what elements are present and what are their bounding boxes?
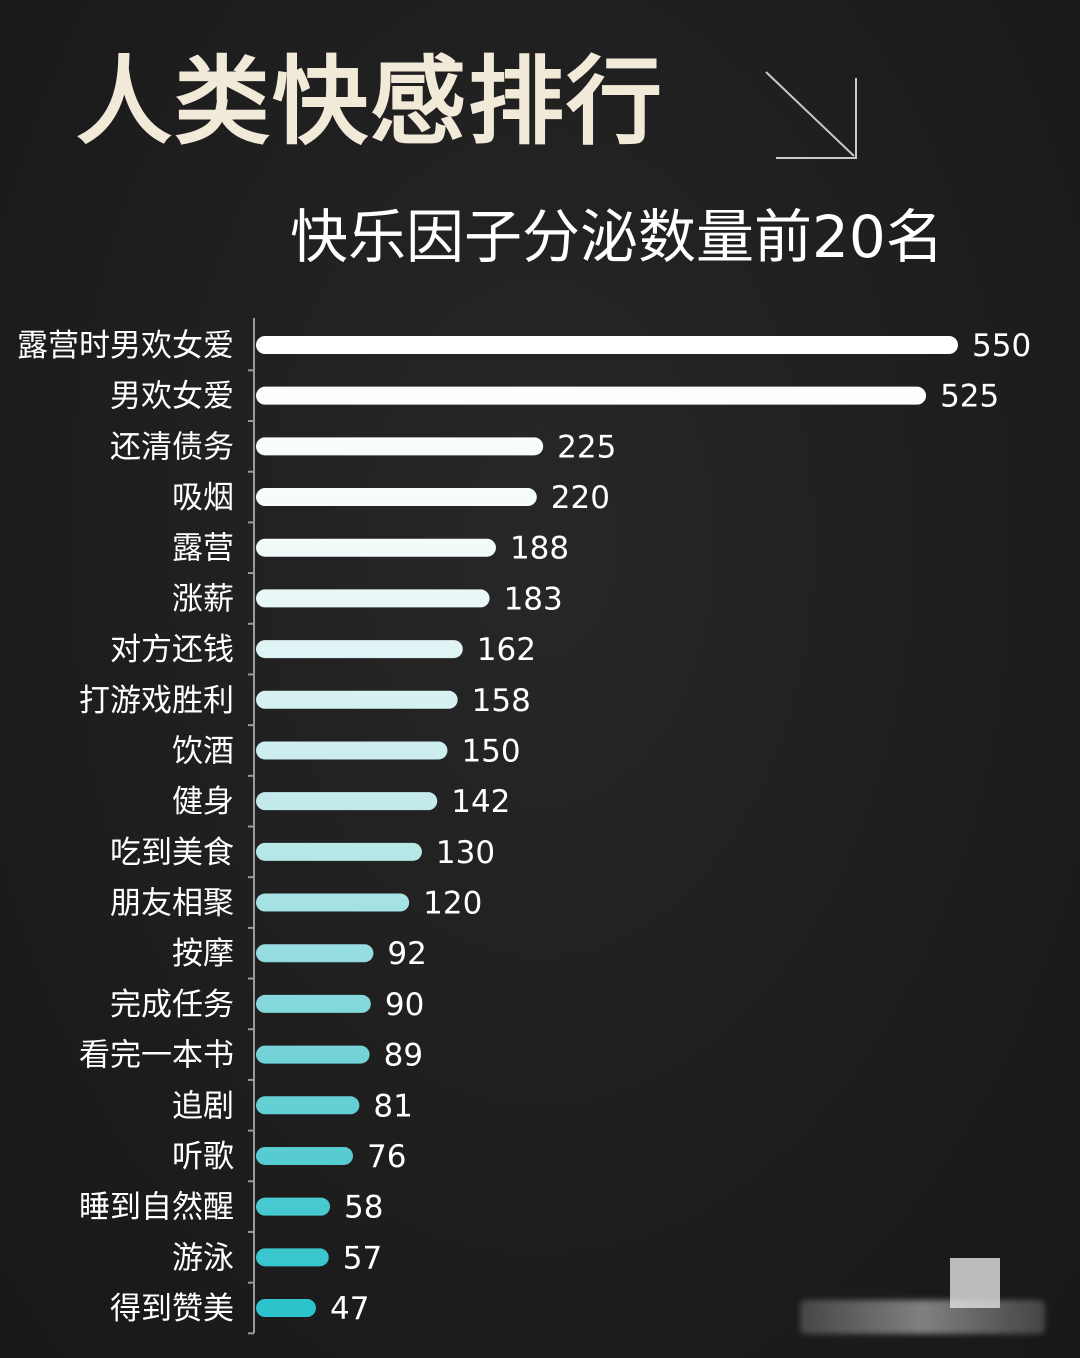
- arrow-down-right-icon: [765, 71, 857, 159]
- value-label: 81: [373, 1088, 412, 1124]
- category-label: 健身: [172, 784, 234, 820]
- bar: [256, 589, 490, 608]
- bar: [256, 944, 374, 963]
- value-label: 525: [940, 379, 999, 415]
- value-label: 76: [367, 1139, 406, 1175]
- value-label: 150: [461, 733, 520, 769]
- bar: [256, 842, 422, 861]
- bar: [256, 1197, 331, 1216]
- bar: [256, 1299, 316, 1317]
- bar: [256, 1045, 370, 1064]
- value-label: 142: [451, 784, 510, 820]
- watermark-blur: [800, 1300, 1045, 1334]
- category-label: 吸烟: [172, 480, 234, 516]
- category-label: 吃到美食: [110, 835, 234, 871]
- bar: [256, 741, 448, 760]
- category-label: 还清债务: [110, 429, 234, 465]
- category-label: 按摩: [172, 936, 234, 972]
- value-label: 188: [510, 531, 569, 567]
- bar: [256, 488, 537, 507]
- value-label: 220: [551, 480, 610, 516]
- value-label: 92: [387, 936, 426, 972]
- category-label: 男欢女爱: [110, 379, 234, 415]
- category-label: 露营: [172, 531, 234, 567]
- value-label: 550: [972, 328, 1031, 364]
- category-label: 饮酒: [172, 733, 234, 769]
- value-label: 90: [385, 987, 424, 1023]
- category-label: 对方还钱: [110, 632, 234, 668]
- value-label: 89: [384, 1038, 423, 1074]
- bar: [256, 386, 927, 405]
- page-subtitle: 快乐因子分泌数量前20名: [290, 203, 944, 271]
- value-label: 225: [557, 429, 616, 465]
- value-label: 130: [436, 835, 495, 871]
- category-label: 朋友相聚: [110, 886, 234, 922]
- category-label: 听歌: [172, 1139, 234, 1175]
- bar: [256, 690, 458, 709]
- category-label: 游泳: [172, 1240, 234, 1276]
- value-label: 120: [423, 886, 482, 922]
- category-label: 完成任务: [110, 987, 234, 1023]
- category-label: 涨薪: [172, 581, 234, 617]
- category-label: 追剧: [172, 1088, 234, 1124]
- bar: [256, 336, 958, 354]
- bar: [256, 640, 463, 659]
- bar: [256, 1248, 329, 1267]
- bar: [256, 538, 496, 557]
- category-label: 得到赞美: [110, 1291, 234, 1327]
- bar: [256, 893, 410, 912]
- watermark-square: [950, 1258, 1000, 1308]
- category-label: 看完一本书: [79, 1038, 234, 1074]
- value-label: 183: [504, 581, 563, 617]
- category-label: 露营时男欢女爱: [17, 328, 234, 364]
- bar: [256, 1146, 354, 1165]
- bar: [256, 437, 544, 456]
- value-label: 47: [330, 1291, 369, 1327]
- bar-chart: 露营时男欢女爱 550 男欢女爱 525 还清债务 225 吸烟 220 露营 188 涨薪 183 对…: [17, 318, 1031, 1335]
- page-title: 人类快感排行: [76, 46, 664, 158]
- value-label: 158: [472, 683, 531, 719]
- bar: [256, 1096, 360, 1115]
- value-label: 58: [344, 1190, 383, 1226]
- bar: [256, 994, 371, 1013]
- value-label: 162: [477, 632, 536, 668]
- category-label: 打游戏胜利: [79, 683, 234, 719]
- value-label: 57: [343, 1240, 382, 1276]
- category-label: 睡到自然醒: [79, 1190, 234, 1226]
- bar: [256, 792, 438, 811]
